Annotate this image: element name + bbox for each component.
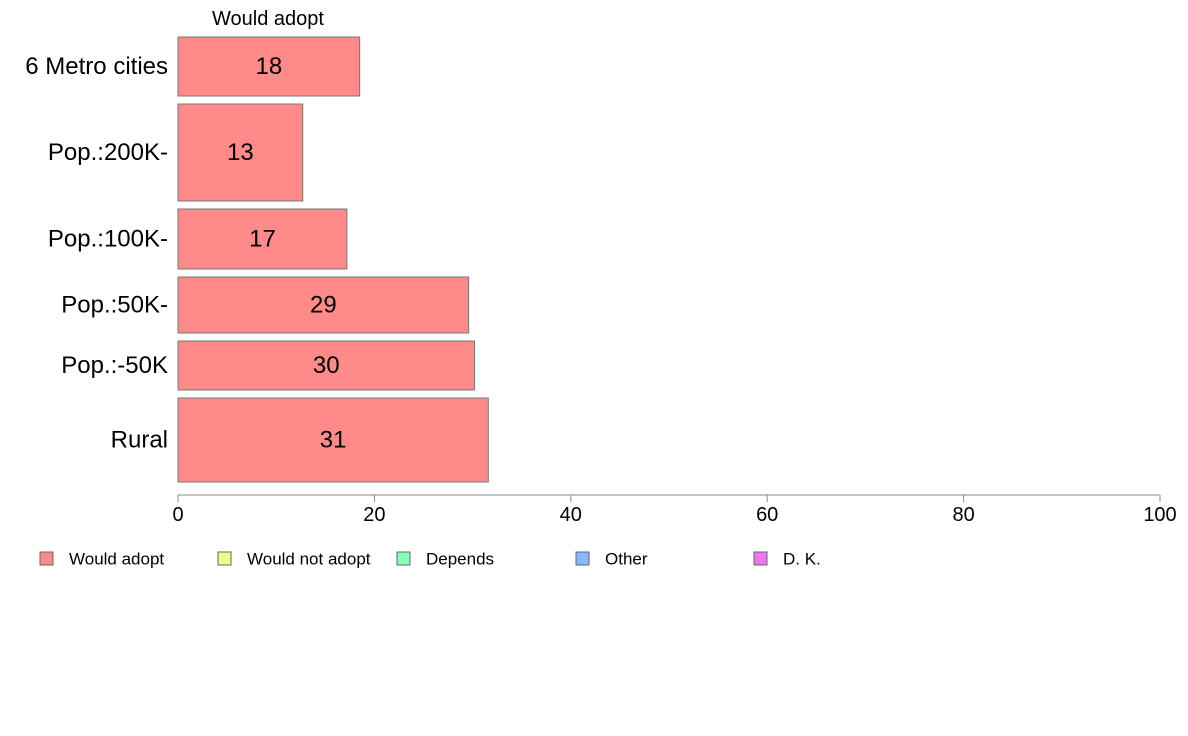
legend-swatch	[575, 551, 590, 566]
x-tick-label: 80	[952, 504, 974, 526]
category-label: 6 Metro cities	[25, 53, 168, 80]
bar-rural-would-adopt	[177, 397, 489, 483]
category-labels: 6 Metro cities Pop.:200K- Pop.:100K- Pop.:5…	[25, 53, 168, 454]
legend-label: Depends	[426, 550, 494, 569]
legend-label: Would adopt	[69, 550, 164, 569]
bar-value-label: 29	[310, 292, 337, 319]
bar-pop-50k--would-adopt	[177, 276, 470, 334]
x-tick-label: 60	[756, 504, 778, 526]
legend-label: Other	[605, 550, 648, 569]
x-tick-label: 100	[1143, 504, 1176, 526]
legend-swatch	[39, 551, 54, 566]
category-label: Pop.:50K-	[61, 292, 168, 319]
legend-swatch	[753, 551, 768, 566]
category-label: Pop.:100K-	[48, 226, 168, 253]
x-tick-label: 20	[363, 504, 385, 526]
bar-pop-200k--would-adopt	[177, 103, 304, 202]
bar-value-label: 30	[313, 352, 340, 379]
legend-label: D. K.	[783, 550, 821, 569]
bar-value-label: 13	[227, 139, 254, 166]
legend: Would adopt Would not adopt Depends Other D.…	[39, 550, 821, 569]
legend-swatch	[396, 551, 411, 566]
bar-value-label: 17	[249, 226, 276, 253]
x-axis: 0 20 40 60 80 100	[172, 494, 1177, 526]
x-tick-label: 0	[172, 504, 183, 526]
bar-value-label: 31	[320, 427, 347, 454]
bar-pop-50k-would-adopt	[177, 340, 476, 391]
category-label: Pop.:-50K	[61, 352, 168, 379]
bar-pop-100k--would-adopt	[177, 208, 348, 270]
bars-layer: Would adopt 18 13 17 29 30 31	[177, 8, 489, 483]
category-label: Rural	[111, 427, 168, 454]
legend-swatch	[217, 551, 232, 566]
legend-label: Would not adopt	[247, 550, 371, 569]
bar-6-metro-cities-would-adopt	[177, 36, 361, 97]
top-label: Would adopt	[212, 8, 324, 30]
x-tick-label: 40	[560, 504, 582, 526]
bar-value-label: 18	[255, 53, 282, 80]
category-label: Pop.:200K-	[48, 139, 168, 166]
